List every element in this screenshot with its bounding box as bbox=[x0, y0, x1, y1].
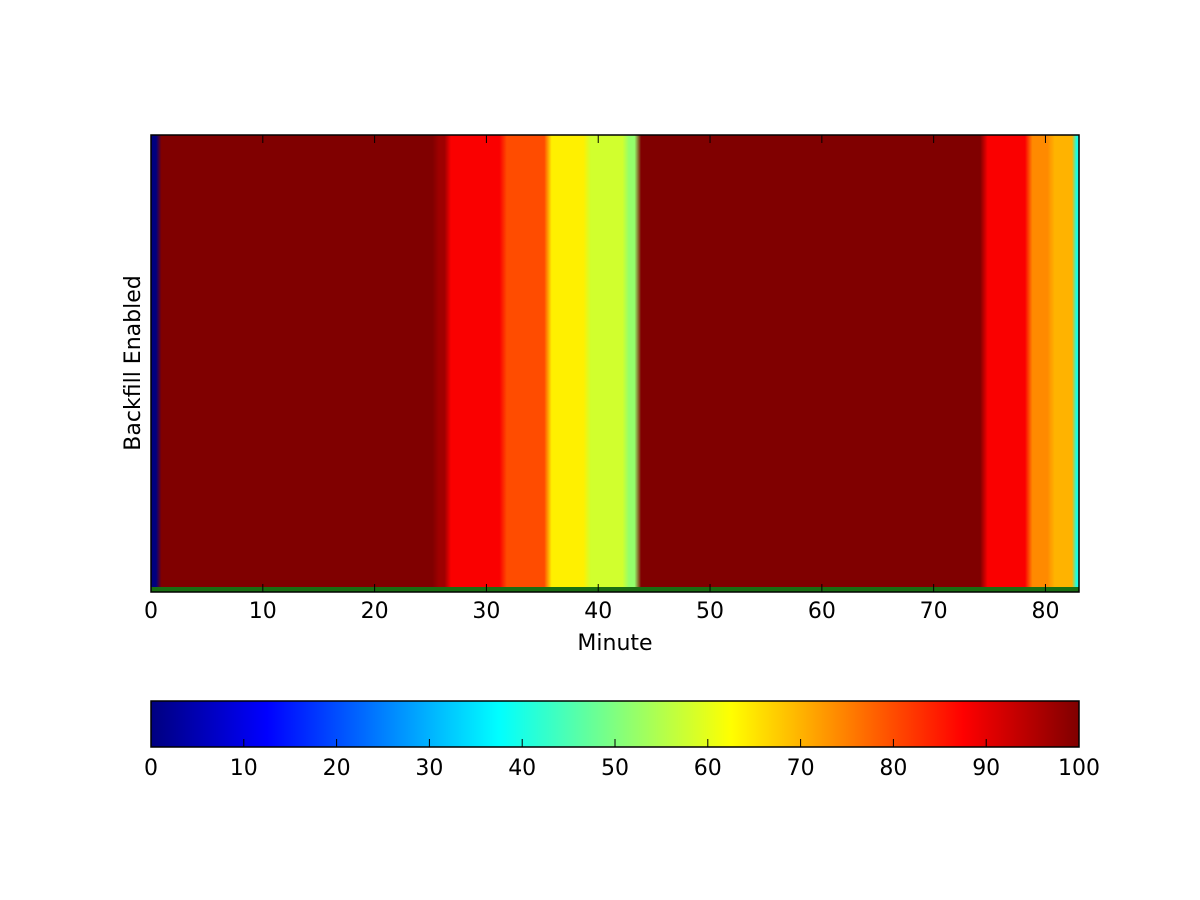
colorbar-tick-label: 40 bbox=[508, 756, 536, 781]
colorbar-ticks: 0 10 20 30 40 50 60 70 80 90 100 bbox=[144, 739, 1100, 781]
y-axis-label: Backfill Enabled bbox=[121, 275, 146, 450]
colorbar-tick-label: 100 bbox=[1058, 756, 1100, 781]
x-tick-label: 60 bbox=[808, 599, 836, 624]
colorbar-tick-label: 70 bbox=[787, 756, 815, 781]
x-tick-label: 10 bbox=[249, 599, 277, 624]
colorbar: 0 10 20 30 40 50 60 70 80 90 100 bbox=[144, 700, 1100, 781]
x-tick-label: 0 bbox=[144, 599, 158, 624]
colorbar-tick-label: 80 bbox=[879, 756, 907, 781]
colorbar-tick-label: 60 bbox=[694, 756, 722, 781]
x-tick-label: 70 bbox=[920, 599, 948, 624]
heatmap-frame bbox=[150, 134, 1080, 593]
colorbar-tick-label: 10 bbox=[230, 756, 258, 781]
x-tick-label: 30 bbox=[472, 599, 500, 624]
heatmap-strip bbox=[151, 135, 1079, 592]
x-tick-label: 40 bbox=[584, 599, 612, 624]
heatmap-axes: 0 10 20 30 40 50 60 70 80 Minute Backfill Enable… bbox=[121, 134, 1080, 656]
x-tick-label: 20 bbox=[361, 599, 389, 624]
x-axis-ticks: 0 10 20 30 40 50 60 70 80 bbox=[144, 135, 1059, 624]
colorbar-tick-label: 90 bbox=[972, 756, 1000, 781]
heatmap-bottom-band bbox=[151, 587, 1079, 592]
x-tick-label: 50 bbox=[696, 599, 724, 624]
colorbar-tick-label: 50 bbox=[601, 756, 629, 781]
x-axis-label: Minute bbox=[577, 631, 652, 656]
colorbar-tick-label: 0 bbox=[144, 756, 158, 781]
x-tick-label: 80 bbox=[1031, 599, 1059, 624]
colorbar-tick-label: 20 bbox=[323, 756, 351, 781]
colorbar-tick-label: 30 bbox=[415, 756, 443, 781]
